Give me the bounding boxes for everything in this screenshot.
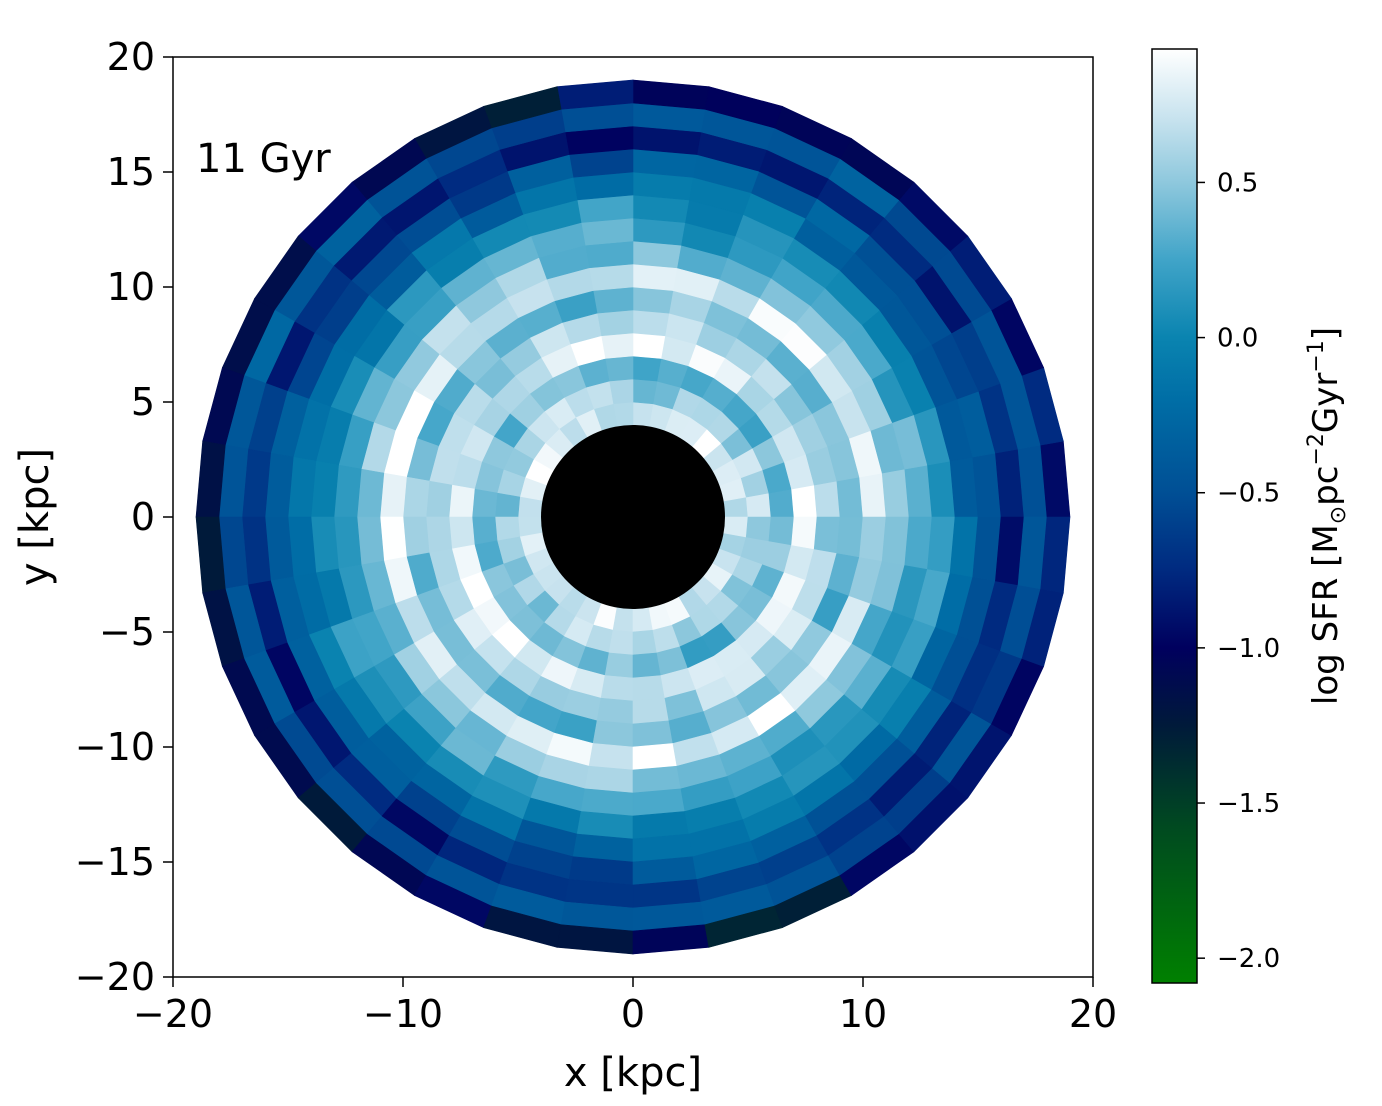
y-tick-label: 15 [107,150,155,194]
colorbar-label: log SFR [M⊙pc−2Gyr−1] [1304,327,1351,705]
heatmap-cell [813,480,841,518]
y-axis-ticks: −20 −15 −10 −5 0 5 10 15 20 [75,35,173,999]
heatmap-cell [494,492,521,518]
y-tick-label: 10 [107,265,155,309]
heatmap-cell [632,720,674,748]
x-tick-label: 0 [621,992,645,1036]
heatmap-cell [881,516,910,566]
heatmap-cell [768,488,795,518]
colorbar-gradient [1151,48,1198,984]
y-tick-label: 5 [131,380,155,424]
colorbar-tick-label: 0.0 [1217,324,1258,354]
y-tick-label: −10 [75,725,155,769]
heatmap-cell [604,652,634,679]
heatmap-cell [791,516,818,550]
heatmap-cell [425,516,453,554]
colorbar: 0.5 0.0 −0.5 −1.0 −1.5 −2.0 log SFR [M⊙pc−2Gy… [1151,48,1351,984]
colorbar-tick-label: −2.0 [1217,944,1280,974]
heatmap-cell [632,675,666,702]
heatmap-cell [881,468,910,518]
heatmap-cell [471,488,498,518]
heatmap-cell [632,652,662,679]
heatmap-cell [632,286,674,314]
heatmap-cell [632,240,682,269]
heatmap-cell [600,332,634,359]
heatmap-cell [859,472,887,518]
heatmap-cell [836,516,864,558]
heatmap-cell [588,263,634,291]
heatmap-cell [745,516,772,542]
heatmap-cell [588,743,634,771]
heatmap-cell [813,516,841,554]
heatmap-cell [768,516,795,546]
heatmap-cell [600,675,634,702]
x-tick-label: 10 [839,992,887,1036]
colorbar-tick-label: −0.5 [1217,479,1280,509]
x-axis-label: x [kpc] [564,1050,702,1096]
plot-area: 11 Gyr [172,56,1094,978]
heatmap-cell [379,472,407,518]
center-mask [541,425,725,609]
colorbar-tick-label: −1.5 [1217,789,1280,819]
heatmap-cell [791,484,818,518]
colorbar-tick-label: −1.0 [1217,634,1280,664]
heatmap-cell [836,476,864,518]
heatmap-cell [425,480,453,518]
x-axis-ticks: −20 −10 0 10 20 [133,977,1117,1036]
heatmap-cell [596,309,634,337]
heatmap-cell [448,516,475,550]
heatmap-cell [1040,516,1071,594]
heatmap-cell [592,286,634,314]
heatmap-cell [402,516,430,558]
heatmap-cell [632,332,666,359]
y-tick-label: 0 [131,495,155,539]
heatmap-cell [632,743,678,771]
heatmap-cell [379,516,407,562]
y-tick-label: −20 [75,955,155,999]
heatmap-cell [632,263,678,291]
heatmap-cell [356,468,385,518]
heatmap-cell [356,516,385,566]
y-tick-label: −15 [75,840,155,884]
heatmap-cell [596,697,634,725]
heatmap-cell [584,240,634,269]
y-tick-label: 20 [107,35,155,79]
heatmap-cell [632,355,662,382]
heatmap-cell [471,516,498,546]
heatmap-cell [402,476,430,518]
colorbar-ticks: 0.5 0.0 −0.5 −1.0 −1.5 −2.0 [1197,168,1280,974]
heatmap-cell [859,516,887,562]
colorbar-tick-label: 0.5 [1217,168,1258,198]
heatmap-cell [592,720,634,748]
y-tick-label: −5 [99,610,155,654]
heatmap-cell [632,697,670,725]
heatmap [195,79,1071,955]
heatmap-cell [632,378,658,405]
time-annotation: 11 Gyr [196,136,331,182]
heatmap-cell [632,765,682,794]
x-tick-label: 20 [1069,992,1117,1036]
heatmap-cell [608,629,634,656]
heatmap-cell [604,355,634,382]
x-tick-label: −10 [363,992,443,1036]
x-tick-label: −20 [133,992,213,1036]
y-axis-label: y [kpc] [12,448,58,586]
heatmap-cell [448,484,475,518]
heatmap-cell [584,765,634,794]
heatmap-cell [632,309,670,337]
